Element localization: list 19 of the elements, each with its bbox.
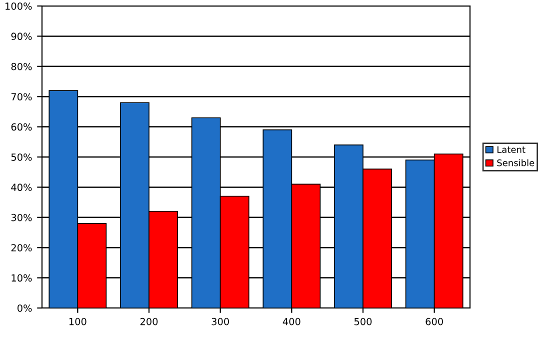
x-tick-label: 100 [69,318,86,326]
y-tick-label: 0% [17,304,32,312]
y-tick-label: 60% [11,123,32,131]
x-tick-label: 300 [212,318,229,326]
x-tick-label: 600 [426,318,443,326]
legend-label: Latent [498,146,526,153]
x-tick-label: 200 [140,318,158,326]
y-tick-label: 40% [11,184,32,192]
y-tick-label: 80% [11,62,32,70]
legend-label: Sensible [497,159,534,166]
y-tick-label: 20% [11,244,32,252]
y-tick-label: 30% [11,214,32,222]
y-tick-label: 50% [11,153,32,161]
y-tick-label: 90% [11,32,32,40]
y-tick-label: 100% [6,2,32,10]
x-tick-label: 400 [282,318,300,326]
y-tick-label: 10% [12,274,32,282]
x-tick-label: 500 [354,318,372,326]
y-tick-label: 70% [11,93,32,100]
